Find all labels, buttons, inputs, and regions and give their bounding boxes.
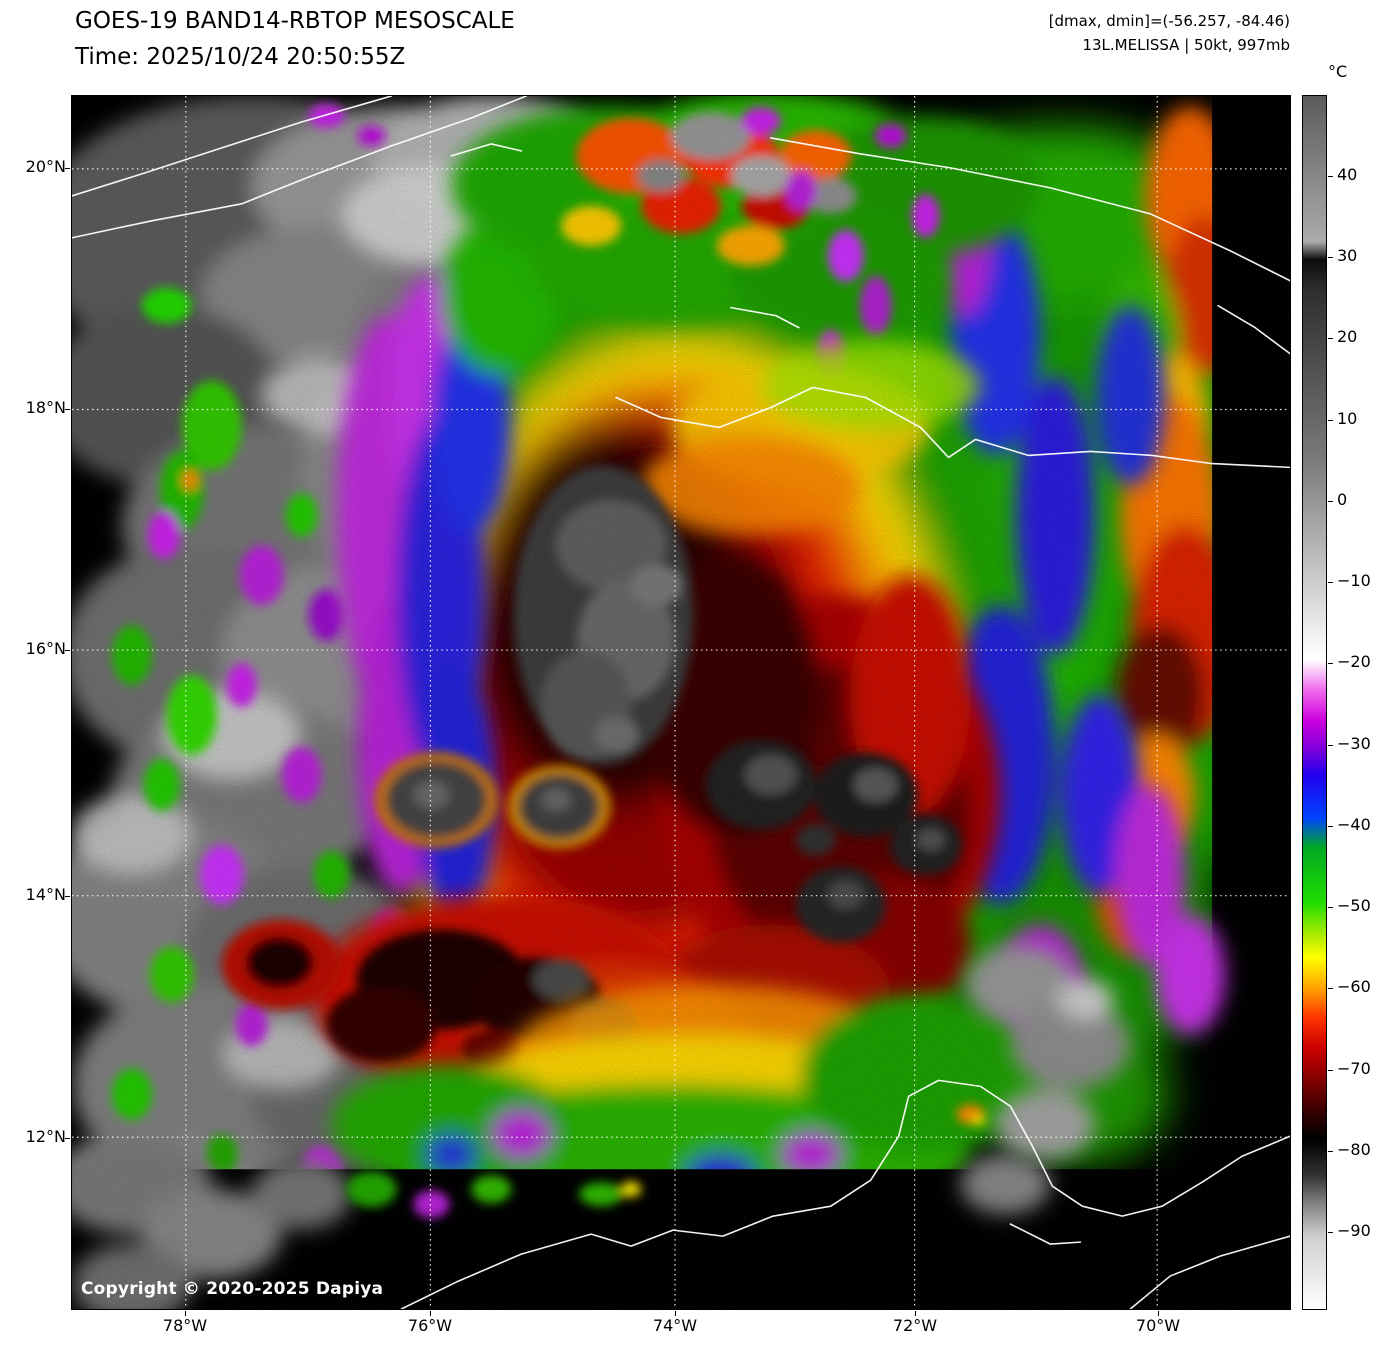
lon-tick-2 [675, 1311, 676, 1316]
lon-label-3: 72°W [892, 1316, 938, 1335]
colorbar-tick-label-4: 0 [1337, 489, 1348, 509]
lon-label-1: 76°W [407, 1316, 453, 1335]
colorbar-tick-label-6: −20 [1337, 652, 1371, 672]
graticule [72, 96, 1290, 1309]
colorbar-tick-label-5: −10 [1337, 571, 1371, 591]
lat-label-3: 14°N [25, 885, 66, 904]
lon-tick-0 [185, 1311, 186, 1316]
colorbar-tick-12 [1328, 1150, 1333, 1152]
satellite-map: Copyright © 2020-2025 Dapiya [71, 95, 1291, 1310]
colorbar-tick-label-10: −60 [1337, 977, 1371, 997]
lon-label-4: 70°W [1135, 1316, 1181, 1335]
colorbar-tick-label-9: −50 [1337, 896, 1371, 916]
colorbar-tick-5 [1328, 582, 1333, 584]
lat-label-0: 20°N [25, 157, 66, 176]
lon-tick-1 [430, 1311, 431, 1316]
colorbar-tick-label-13: −90 [1337, 1220, 1371, 1240]
colorbar-tick-6 [1328, 663, 1333, 665]
colorbar-tick-label-0: 40 [1337, 165, 1358, 184]
colorbar-tick-label-1: 30 [1337, 246, 1358, 266]
colorbar-tick-label-11: −70 [1337, 1058, 1371, 1078]
colorbar-tick-2 [1328, 338, 1333, 340]
lat-label-1: 18°N [25, 398, 66, 417]
colorbar-tick-label-2: 20 [1337, 327, 1358, 347]
colorbar-tick-label-8: −40 [1337, 814, 1371, 834]
dmax-dmin-annotation: [dmax, dmin]=(-56.257, -84.46) [1048, 12, 1290, 30]
colorbar-tick-label-3: 10 [1337, 408, 1358, 428]
colorbar-tick-13 [1328, 1231, 1333, 1233]
lat-tick-1 [65, 409, 70, 410]
colorbar-tick-8 [1328, 825, 1333, 827]
grain-dark-overlay [72, 96, 1290, 1309]
figure-time: Time: 2025/10/24 20:50:55Z [75, 44, 406, 70]
colorbar-gradient [1302, 95, 1327, 1310]
colorbar-tick-1 [1328, 257, 1333, 259]
lat-tick-4 [65, 1138, 70, 1139]
colorbar-tick-4 [1328, 500, 1333, 502]
lat-label-4: 12°N [25, 1127, 66, 1146]
colorbar-tick-label-7: −30 [1337, 733, 1371, 753]
lon-label-2: 74°W [652, 1316, 698, 1335]
lon-label-0: 78°W [162, 1316, 208, 1335]
colorbar-tick-9 [1328, 907, 1333, 909]
colorbar-tick-0 [1328, 176, 1333, 177]
lat-tick-3 [65, 896, 70, 897]
lat-tick-0 [65, 168, 70, 169]
copyright-label: Copyright © 2020-2025 Dapiya [81, 1279, 384, 1299]
colorbar-tick-7 [1328, 744, 1333, 746]
colorbar-tick-3 [1328, 419, 1333, 421]
lon-tick-3 [915, 1311, 916, 1316]
coastlines [72, 96, 1290, 1309]
figure-title: GOES-19 BAND14-RBTOP MESOSCALE [75, 8, 515, 34]
lat-tick-2 [65, 650, 70, 651]
satellite-image [72, 96, 1290, 1309]
storm-annotation: 13L.MELISSA | 50kt, 997mb [1082, 36, 1290, 54]
colorbar-unit-label: °C [1328, 62, 1348, 81]
lat-label-2: 16°N [25, 639, 66, 658]
colorbar-tick-label-12: −80 [1337, 1139, 1371, 1159]
colorbar-tick-10 [1328, 988, 1333, 990]
colorbar-tick-11 [1328, 1069, 1333, 1071]
lon-tick-4 [1158, 1311, 1159, 1316]
